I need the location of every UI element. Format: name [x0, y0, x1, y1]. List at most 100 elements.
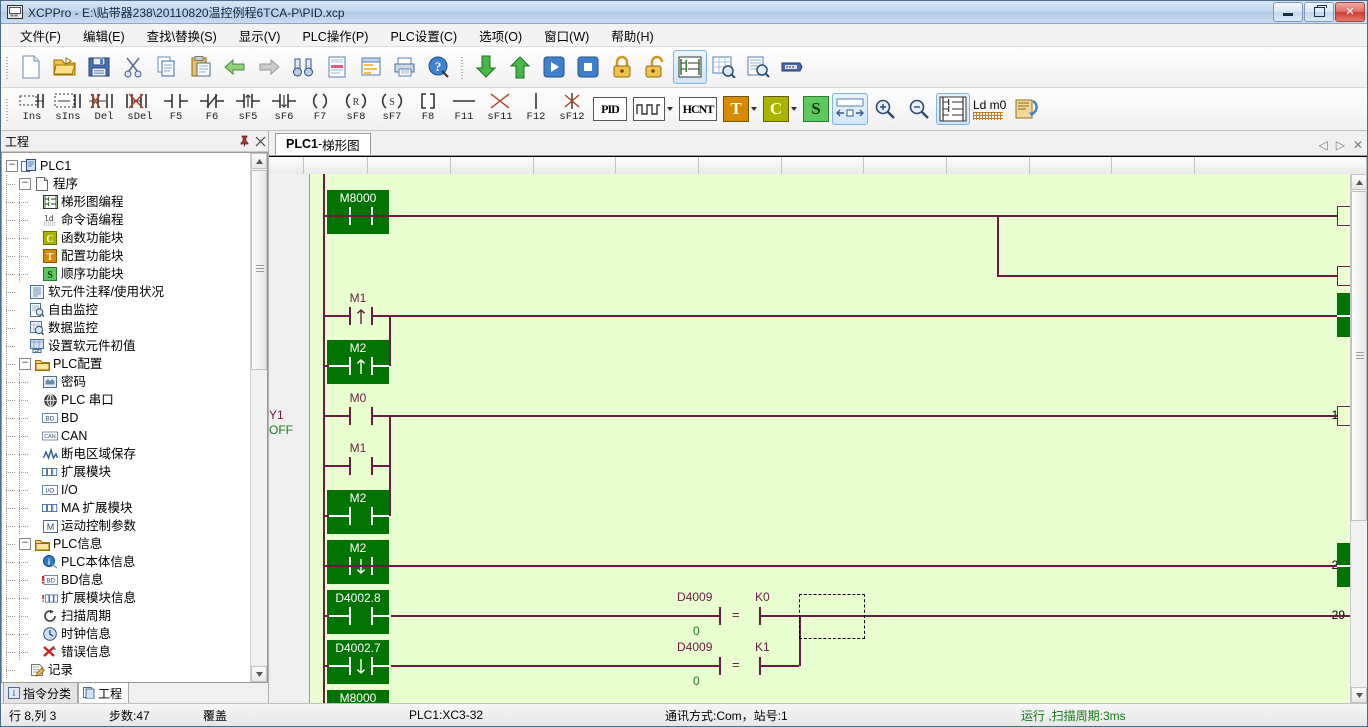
data-monitor-icon[interactable] [707, 50, 741, 84]
undo-arrow-icon[interactable] [218, 50, 252, 84]
ladder-canvas[interactable]: 0M8000MOVID100485D10485MOVID1011485D1114… [269, 174, 1351, 703]
vertical-line-icon[interactable]: F12 [518, 89, 554, 129]
menu-find-replace[interactable]: 查找\替换(S) [146, 29, 217, 44]
zoom-in-button[interactable] [868, 92, 902, 126]
pin-icon[interactable] [236, 133, 252, 149]
maximize-button[interactable] [1304, 2, 1334, 22]
instruction-box[interactable] [1337, 266, 1351, 286]
pid-button[interactable]: PID [590, 93, 630, 125]
tree-item[interactable]: CAN CAN [6, 427, 251, 445]
cursor-selection-box[interactable] [799, 594, 865, 639]
reset-coil-icon[interactable]: R sF8 [338, 89, 374, 129]
tree-expander[interactable]: − [19, 358, 31, 370]
tab-project[interactable]: 工程 [78, 682, 130, 703]
stop-square-icon[interactable] [571, 50, 605, 84]
delete-v-line-icon[interactable]: sF12 [554, 89, 590, 129]
tree-expander[interactable]: − [19, 538, 31, 550]
sequence-button[interactable]: S [800, 93, 832, 125]
tree-item[interactable]: I/O I/O [6, 481, 251, 499]
menu-file[interactable]: 文件(F) [20, 29, 61, 44]
tree-item[interactable]: T 配置功能块 [6, 247, 251, 265]
tree-item[interactable]: 扩展模块信息 [6, 589, 251, 607]
ladder-toolbar-grip[interactable] [4, 96, 11, 122]
ladder-contact[interactable] [329, 357, 391, 375]
zoom-out-button[interactable] [902, 92, 936, 126]
project-tree[interactable]: − PLC1− 程序 梯形图编程 ld 命令语编程 C 函数功能块 T 配置功能块 S 顺序功能块 软元… [1, 152, 268, 683]
tree-item[interactable]: BD BD [6, 409, 251, 427]
ladder-contact[interactable] [329, 307, 391, 325]
ladder-view-button[interactable] [936, 93, 970, 125]
copy-icon[interactable] [150, 50, 184, 84]
tree-item[interactable]: BD BD信息 [6, 571, 251, 589]
pulse-button[interactable] [630, 93, 676, 125]
open-folder-icon[interactable] [48, 50, 82, 84]
tree-item[interactable]: 错误信息 [6, 643, 251, 661]
counter-button[interactable]: C [760, 93, 800, 125]
redo-arrow-icon[interactable] [252, 50, 286, 84]
no-contact-icon[interactable]: F5 [158, 89, 194, 129]
ladder-contact[interactable] [329, 407, 391, 425]
ladder-scroll-up-icon[interactable] [1351, 174, 1367, 190]
timer-button[interactable]: T [720, 93, 760, 125]
tab-instruction-category[interactable]: I 指令分类 [3, 682, 79, 703]
tree-item[interactable]: − PLC配置 [6, 355, 251, 373]
tree-item[interactable]: 软元件注释/使用状况 [6, 283, 251, 301]
hcnt-button[interactable]: HCNT [676, 93, 720, 125]
nc-contact-icon[interactable]: F6 [194, 89, 230, 129]
save-disk-icon[interactable] [82, 50, 116, 84]
tree-item[interactable]: C 函数功能块 [6, 229, 251, 247]
tree-item[interactable]: − PLC信息 [6, 535, 251, 553]
tree-item[interactable]: − PLC1 [6, 157, 251, 175]
ladder-scroll-down-icon[interactable] [1351, 687, 1367, 703]
menu-plc-operate[interactable]: PLC操作(P) [302, 29, 369, 44]
menu-edit[interactable]: 编辑(E) [82, 29, 125, 44]
coil-icon[interactable]: F7 [302, 89, 338, 129]
toolbar-grip[interactable] [4, 54, 11, 80]
close-button[interactable]: ✕ [1335, 2, 1365, 22]
download-plc-icon[interactable] [469, 50, 503, 84]
scroll-down-arrow-icon[interactable] [251, 666, 267, 682]
insert-multi-row-icon[interactable]: sIns [50, 89, 86, 129]
tree-item[interactable]: − 程序 [6, 175, 251, 193]
menu-help[interactable]: 帮助(H) [611, 29, 654, 44]
menu-window[interactable]: 窗口(W) [544, 29, 590, 44]
tree-item[interactable]: *** 密码 [6, 373, 251, 391]
tree-item[interactable]: 自由监控 [6, 301, 251, 319]
function-block-icon[interactable]: F8 [410, 89, 446, 129]
ladder-monitor-icon[interactable] [673, 50, 707, 84]
tab-next-icon[interactable]: ▷ [1335, 138, 1345, 152]
tree-item[interactable]: MA 扩展模块 [6, 499, 251, 517]
close-panel-icon[interactable] [252, 133, 268, 149]
help-question-icon[interactable]: ? [422, 50, 456, 84]
project-tree-scrollbar[interactable] [250, 153, 267, 682]
ladder-contact[interactable] [329, 607, 391, 625]
counter-dropdown-caret-icon[interactable] [791, 107, 797, 111]
cut-scissors-icon[interactable] [116, 50, 150, 84]
tree-item[interactable]: 梯形图编程 [6, 193, 251, 211]
tab-prev-icon[interactable]: ◁ [1318, 138, 1328, 152]
tree-item[interactable]: 设置软元件初值 [6, 337, 251, 355]
tree-item[interactable]: 记录 [6, 661, 251, 679]
insert-row-icon[interactable]: Ins [14, 89, 50, 129]
ladder-scrollbar[interactable] [1350, 174, 1367, 703]
lock-open-icon[interactable] [639, 50, 673, 84]
ladder-editor[interactable]: 0M8000MOVID100485D10485MOVID1011485D1114… [269, 156, 1367, 703]
lock-closed-icon[interactable] [605, 50, 639, 84]
scroll-up-arrow-icon[interactable] [251, 153, 267, 169]
toolbar-grip-2[interactable] [459, 54, 466, 80]
tree-item[interactable]: ld 命令语编程 [6, 211, 251, 229]
tree-item[interactable]: 扫描周期 [6, 607, 251, 625]
rising-edge-contact-icon[interactable]: sF5 [230, 89, 266, 129]
minimize-button[interactable] [1273, 2, 1303, 22]
menu-view[interactable]: 显示(V) [238, 29, 281, 44]
tree-item[interactable]: 扩展模块 [6, 463, 251, 481]
ladder-contact[interactable] [329, 457, 391, 475]
scroll-thumb[interactable] [251, 170, 267, 370]
tab-close-icon[interactable]: ✕ [1352, 138, 1363, 152]
menu-options[interactable]: 选项(O) [479, 29, 523, 44]
upload-plc-icon[interactable] [503, 50, 537, 84]
find-binoculars-icon[interactable] [286, 50, 320, 84]
instruction-list-button[interactable]: Ld m0 [970, 93, 1009, 125]
tree-item[interactable]: 时钟信息 [6, 625, 251, 643]
tree-item[interactable]: 断电区域保存 [6, 445, 251, 463]
